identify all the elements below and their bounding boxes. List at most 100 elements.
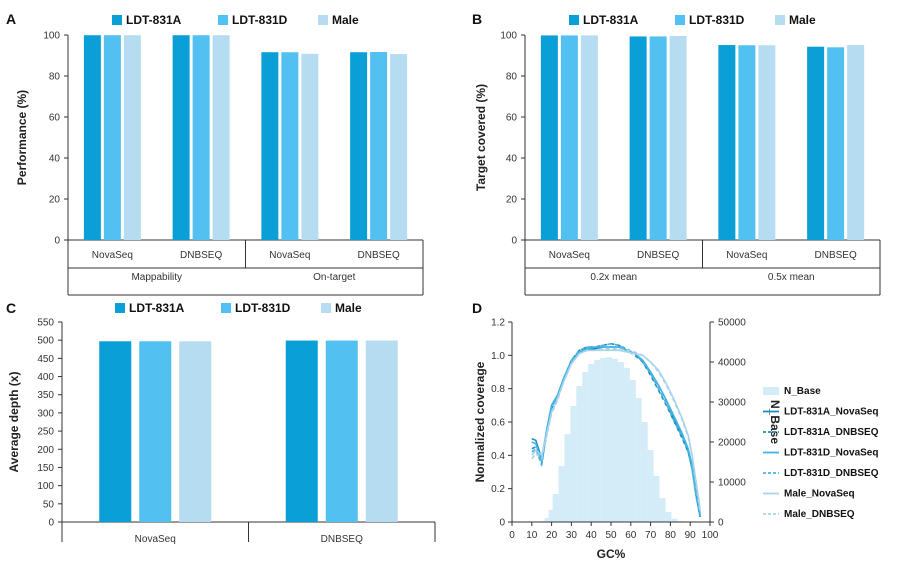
panel-b-category-label: NovaSeq (549, 250, 590, 261)
panel-a-category-label: NovaSeq (92, 250, 133, 261)
panel-a-bar-ldt-831a-2 (261, 52, 279, 240)
legend-label-male: Male (789, 13, 816, 27)
legend-swatch-ldt-831d (221, 303, 231, 313)
panel-b-bar-ldt-831a-2 (718, 45, 736, 240)
panel-a-bar-male-2 (301, 53, 319, 240)
panel-a-category-label: DNBSEQ (180, 250, 222, 261)
panel-c-y-tick-label: 100 (37, 481, 54, 492)
legend-swatch-male (321, 303, 331, 313)
legend-swatch-ldt-831a (569, 15, 579, 25)
legend-label-ldt-831a: LDT-831A (583, 13, 639, 27)
panel-d-nbase-bar-13 (611, 358, 618, 522)
panel-c-y-tick-label: 300 (37, 408, 54, 419)
panel-b-bar-ldt-831a-0 (540, 35, 558, 240)
panel-c-category-label: DNBSEQ (321, 534, 363, 545)
panel-d-x-tick-label: 100 (702, 530, 719, 541)
panel-d-y-tick-label: 0.8 (491, 384, 505, 395)
legend-label-male-dnbseq: Male_DNBSEQ (784, 509, 855, 520)
panel-a-y-tick-label: 40 (49, 154, 61, 165)
panel-d-y2-tick-label: 0 (718, 518, 724, 529)
panel-a-y-tick-label: 100 (43, 31, 60, 42)
panel-a-bar-male-1 (212, 35, 230, 240)
panel-a-bar-ldt-831d-3 (370, 52, 388, 240)
panel-d-nbase-bar-3 (552, 494, 559, 522)
panel-d-x-tick-label: 60 (625, 530, 637, 541)
legend-label-ldt-831a-novaseq: LDT-831A_NovaSeq (784, 407, 878, 418)
panel-a-category-label: NovaSeq (269, 250, 310, 261)
panel-d-nbase-bar-8 (582, 372, 589, 522)
panel-a-group-label-on-target: On-target (313, 272, 355, 283)
panel-b-y-tick-label: 60 (506, 113, 518, 124)
panel-d-y-axis-title: Normalized coverage (473, 361, 487, 482)
panel-d-y-tick-label: 1.2 (491, 318, 505, 329)
panel-d-y2-axis-title: N_Base (768, 400, 782, 444)
panel-d-nbase-bar-16 (629, 380, 636, 522)
panel-d-nbase-bar-1 (544, 518, 551, 522)
panel-a-y-axis-title: Performance (%) (15, 90, 29, 185)
panel-c-y-tick-label: 350 (37, 390, 54, 401)
panel-d-x-tick-label: 30 (566, 530, 578, 541)
panel-b-category-label: DNBSEQ (815, 250, 857, 261)
panel-a-y-tick-label: 20 (49, 195, 61, 206)
panel-label-a: A (6, 11, 16, 27)
panel-a-y-tick-label: 80 (49, 72, 61, 83)
panel-a-bar-ldt-831a-1 (172, 35, 190, 240)
panel-b-bar-ldt-831d-2 (738, 45, 756, 240)
panel-d-nbase-bar-22 (665, 512, 672, 522)
panel-d-nbase-bar-20 (653, 476, 660, 522)
panel-d-nbase-bar-7 (576, 386, 583, 522)
panel-d-y-tick-label: 0 (499, 518, 505, 529)
panel-d-y-tick-label: 0.2 (491, 484, 505, 495)
legend-swatch-ldt-831a (112, 15, 122, 25)
panel-b-category-label: NovaSeq (726, 250, 767, 261)
panel-a-bar-ldt-831a-0 (83, 35, 101, 240)
panel-d-nbase-bar-23 (671, 518, 678, 522)
panel-c-bar-ldt-831d-1 (325, 340, 358, 522)
legend-label-male: Male (332, 13, 359, 27)
legend-swatch-male (318, 15, 328, 25)
panel-label-b: B (472, 11, 482, 27)
panel-c-y-tick-label: 150 (37, 463, 54, 474)
panel-b-bar-male-0 (580, 35, 598, 240)
panel-c-y-axis-title: Average depth (x) (7, 372, 21, 473)
panel-d-line-ldt-831a-dnbseq (531, 342, 701, 518)
panel-c-bar-male-0 (179, 341, 212, 522)
panel-b-bar-ldt-831a-1 (629, 36, 647, 241)
chart-panel-a: 0 20 40 60 80 100 Performance (%) NovaSeq DNBSEQ… (15, 13, 424, 296)
panel-d-nbase-bar-12 (606, 357, 613, 522)
panel-d-nbase-bar-10 (594, 360, 601, 522)
panel-b-group-label-0-5x-mean: 0.5x mean (768, 272, 815, 283)
chart-panel-d: 0 0.2 0.4 0.6 0.8 1.0 1.2 0 10000 20000 30000 40000… (473, 318, 879, 562)
panel-c-bar-ldt-831a-1 (285, 340, 318, 522)
panel-d-line-ldt-831d-dnbseq (531, 342, 701, 518)
panel-d-x-tick-label: 70 (645, 530, 657, 541)
panel-c-category-label: NovaSeq (135, 534, 176, 545)
panel-c-bar-ldt-831d-0 (139, 341, 172, 522)
panel-d-y-tick-label: 0.4 (491, 451, 505, 462)
panel-c-y-tick-label: 50 (43, 499, 55, 510)
panel-c-bar-male-1 (365, 340, 398, 522)
legend-label-male-novaseq: Male_NovaSeq (784, 489, 855, 500)
panel-b-bar-male-2 (758, 45, 776, 240)
legend-swatch-male (775, 15, 785, 25)
panel-c-y-tick-label: 200 (37, 445, 54, 456)
panel-d-line-male-dnbseq (531, 347, 701, 513)
panel-b-bar-ldt-831d-1 (649, 36, 667, 241)
panel-a-bar-ldt-831a-3 (350, 52, 368, 240)
legend-label-ldt-831a: LDT-831A (129, 301, 185, 315)
panel-d-nbase-bar-11 (600, 358, 607, 522)
panel-d-y-tick-label: 0.6 (491, 418, 505, 429)
panel-c-y-tick-label: 250 (37, 427, 54, 438)
panel-b-y-tick-label: 0 (511, 236, 517, 247)
panel-d-nbase-bar-14 (617, 362, 624, 522)
panel-b-y-tick-label: 20 (506, 195, 518, 206)
panel-b-y-tick-label: 80 (506, 72, 518, 83)
panel-label-d: D (472, 300, 482, 316)
legend-label-male: Male (335, 301, 362, 315)
panel-b-bar-male-1 (669, 36, 687, 241)
legend-swatch-ldt-831a (115, 303, 125, 313)
panel-d-nbase-bar-5 (564, 434, 571, 522)
panel-a-y-tick-label: 60 (49, 113, 61, 124)
panel-d-y2-tick-label: 40000 (718, 358, 746, 369)
